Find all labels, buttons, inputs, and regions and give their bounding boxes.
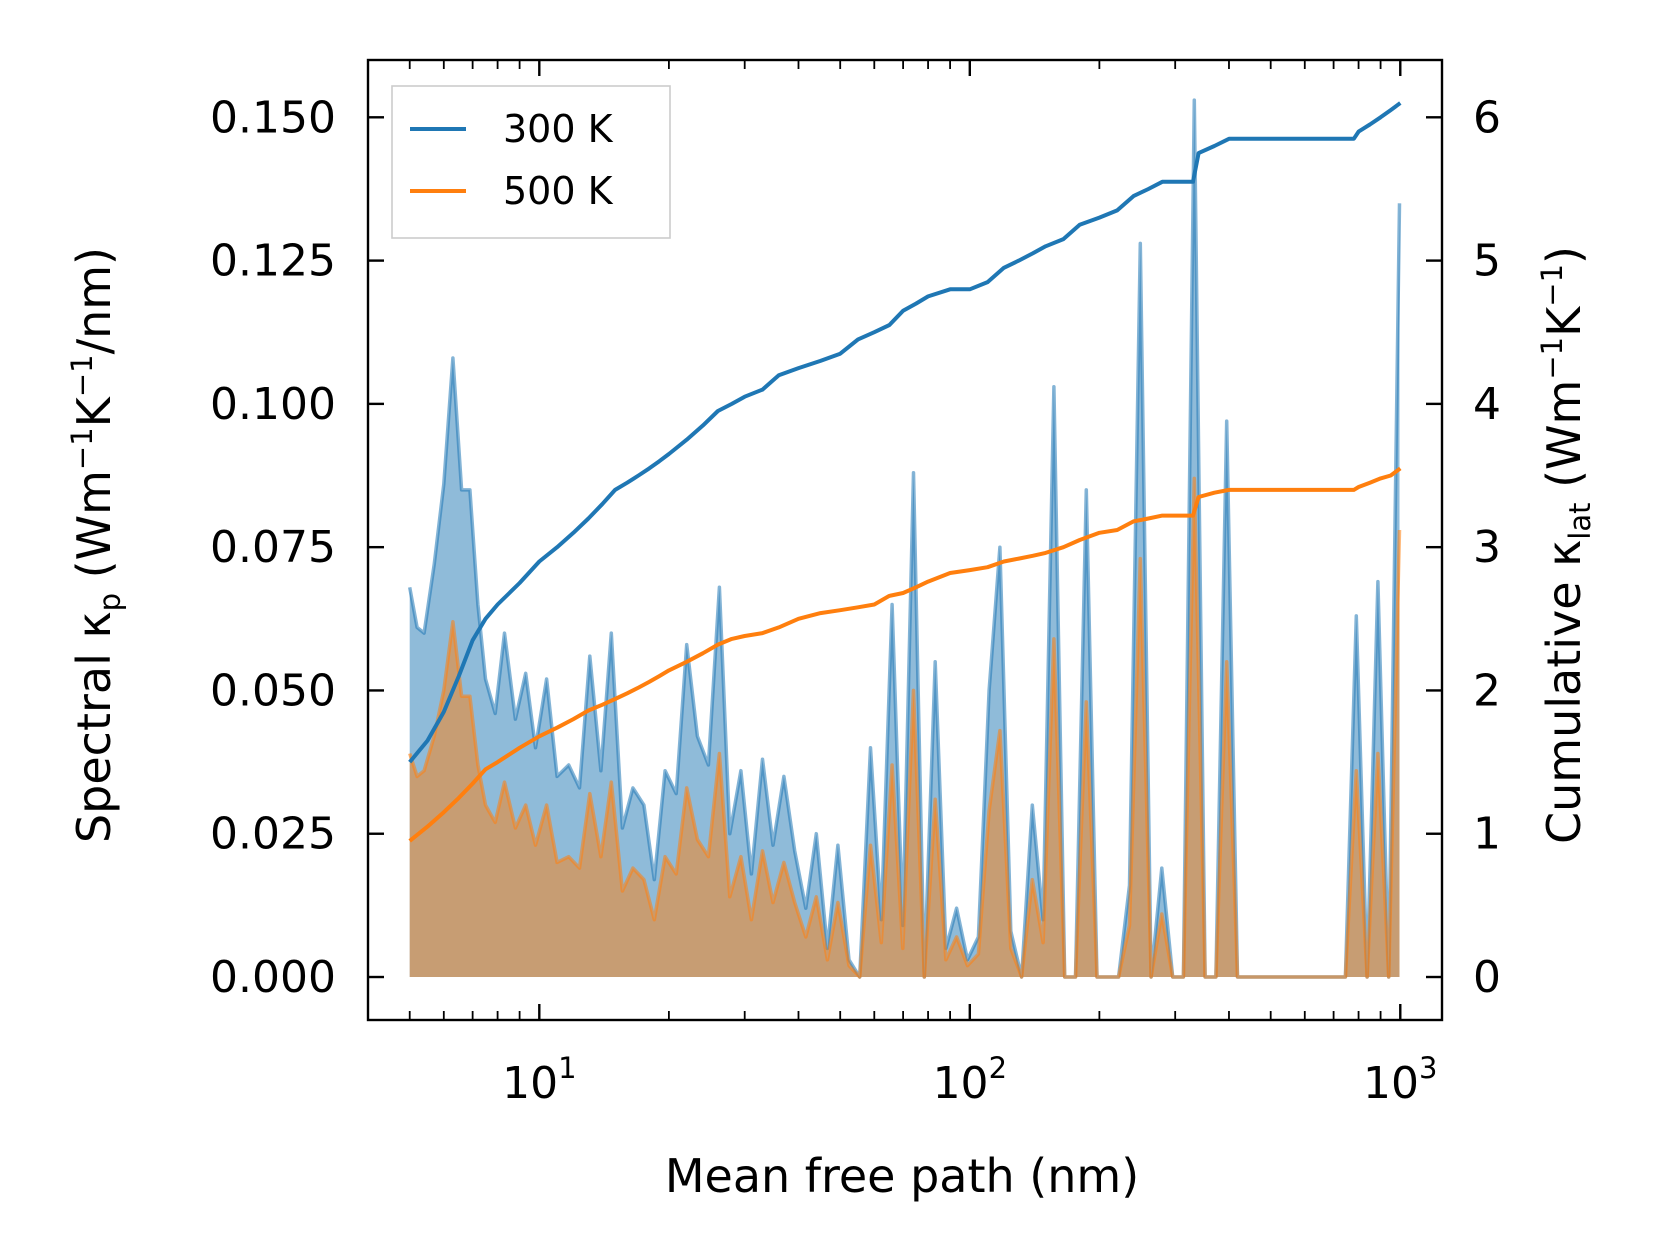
y-left-tick-label: 0.100 <box>210 379 336 430</box>
y-left-tick-label: 0.050 <box>210 665 336 716</box>
y-right-tick-label: 1 <box>1473 809 1501 860</box>
left-y-axis-title: Spectral κp (Wm−1K−1/nm) <box>65 247 127 843</box>
y-right-tick-label: 0 <box>1473 952 1501 1003</box>
x-tick-label: 102 <box>933 1051 1007 1109</box>
y-left-tick-label: 0.150 <box>210 92 336 143</box>
spectral-area-1 <box>409 478 1400 977</box>
legend-label-500k: 500 K <box>503 169 614 213</box>
y-right-tick-label: 2 <box>1473 665 1501 716</box>
y-left-tick-label: 0.125 <box>210 236 336 287</box>
axes: 101 102 1030.0000.0250.0500.0750.1000.1250… <box>210 58 1501 1109</box>
y-left-tick-label: 0.025 <box>210 809 336 860</box>
spectral-line-1 <box>408 476 1402 979</box>
legend-label-300k: 300 K <box>503 107 614 151</box>
axes-frame <box>366 58 1444 1022</box>
cumulative-line-0 <box>408 101 1402 764</box>
cumulative-line-1 <box>408 466 1402 843</box>
x-axis-title: Mean free path (nm) <box>665 1149 1139 1203</box>
y-left-tick-label: 0.000 <box>210 952 336 1003</box>
x-tick-label: 101 <box>502 1051 576 1109</box>
legend: 300 K 500 K <box>391 85 671 239</box>
y-right-tick-label: 5 <box>1473 236 1501 287</box>
y-left-tick-label: 0.075 <box>210 522 336 573</box>
legend-box <box>391 85 671 239</box>
right-y-axis-title: Cumulative κlat (Wm−1K−1) <box>1535 246 1597 844</box>
y-right-tick-label: 6 <box>1473 92 1501 143</box>
x-tick-label: 103 <box>1363 1051 1437 1109</box>
spectral-line-0 <box>407 98 1402 979</box>
plot-area <box>407 98 1402 979</box>
y-right-tick-label: 4 <box>1473 379 1501 430</box>
y-right-tick-label: 3 <box>1473 522 1501 573</box>
